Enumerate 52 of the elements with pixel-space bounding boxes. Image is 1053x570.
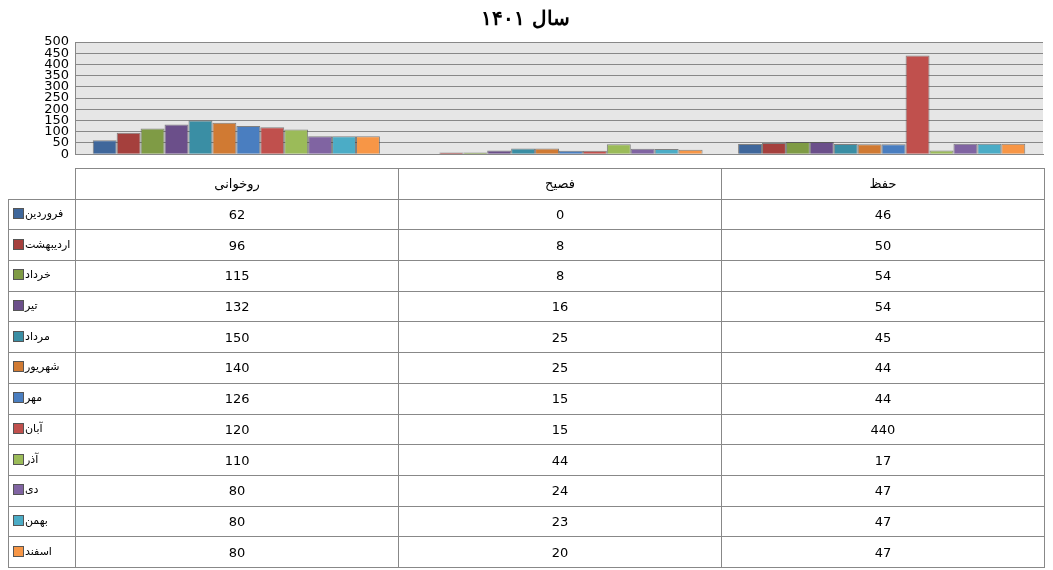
data-label: 44 [398, 444, 722, 476]
chart-title: سال ۱۴۰۱ [481, 6, 570, 31]
legend-label: مرداد [25, 329, 50, 343]
data-label: 140 [75, 352, 399, 384]
data-label: 126 [75, 383, 399, 414]
x-tick-label: روخوانی [75, 168, 399, 200]
data-label: 16 [398, 291, 722, 322]
data-label: 80 [75, 506, 399, 537]
data-label: 47 [721, 475, 1045, 507]
data-label: 54 [721, 260, 1045, 292]
legend-label: شهریور [25, 360, 60, 374]
legend-label: دی [25, 483, 39, 497]
legend-label: تیر [25, 299, 38, 313]
data-label: 24 [398, 475, 722, 507]
data-label: 25 [398, 352, 722, 384]
data-label: 54 [721, 291, 1045, 322]
data-label: 17 [721, 444, 1045, 476]
legend-label: خرداد [25, 268, 51, 282]
data-label: 80 [75, 536, 399, 568]
data-label: 0 [398, 199, 722, 230]
legend-label: آذر [25, 452, 39, 466]
data-label: 47 [721, 506, 1045, 537]
legend-label: آبان [25, 421, 43, 435]
x-tick-label: حفظ [721, 168, 1045, 200]
legend-label: فروردین [25, 207, 64, 221]
legend-label: بهمن [25, 513, 48, 527]
data-label: 46 [721, 199, 1045, 230]
legend-label: اردیبهشت [25, 237, 71, 251]
data-label: 150 [75, 321, 399, 353]
data-label: 50 [721, 229, 1045, 261]
data-label: 110 [75, 444, 399, 476]
data-label: 47 [721, 536, 1045, 568]
data-label: 23 [398, 506, 722, 537]
data-label: 15 [398, 414, 722, 445]
data-label: 80 [75, 475, 399, 507]
data-label: 45 [721, 321, 1045, 353]
data-label: 440 [721, 414, 1045, 445]
data-label: 115 [75, 260, 399, 292]
data-label: 44 [721, 383, 1045, 414]
legend-label: مهر [25, 391, 43, 405]
legend-label: اسفند [25, 544, 52, 558]
data-label: 120 [75, 414, 399, 445]
data-label: 25 [398, 321, 722, 353]
data-label: 44 [721, 352, 1045, 384]
data-label: 96 [75, 229, 399, 261]
data-label: 15 [398, 383, 722, 414]
data-label: 132 [75, 291, 399, 322]
x-tick-label: فصیح [398, 168, 722, 200]
data-label: 8 [398, 229, 722, 261]
data-label: 8 [398, 260, 722, 292]
data-label: 62 [75, 199, 399, 230]
data-label: 20 [398, 536, 722, 568]
